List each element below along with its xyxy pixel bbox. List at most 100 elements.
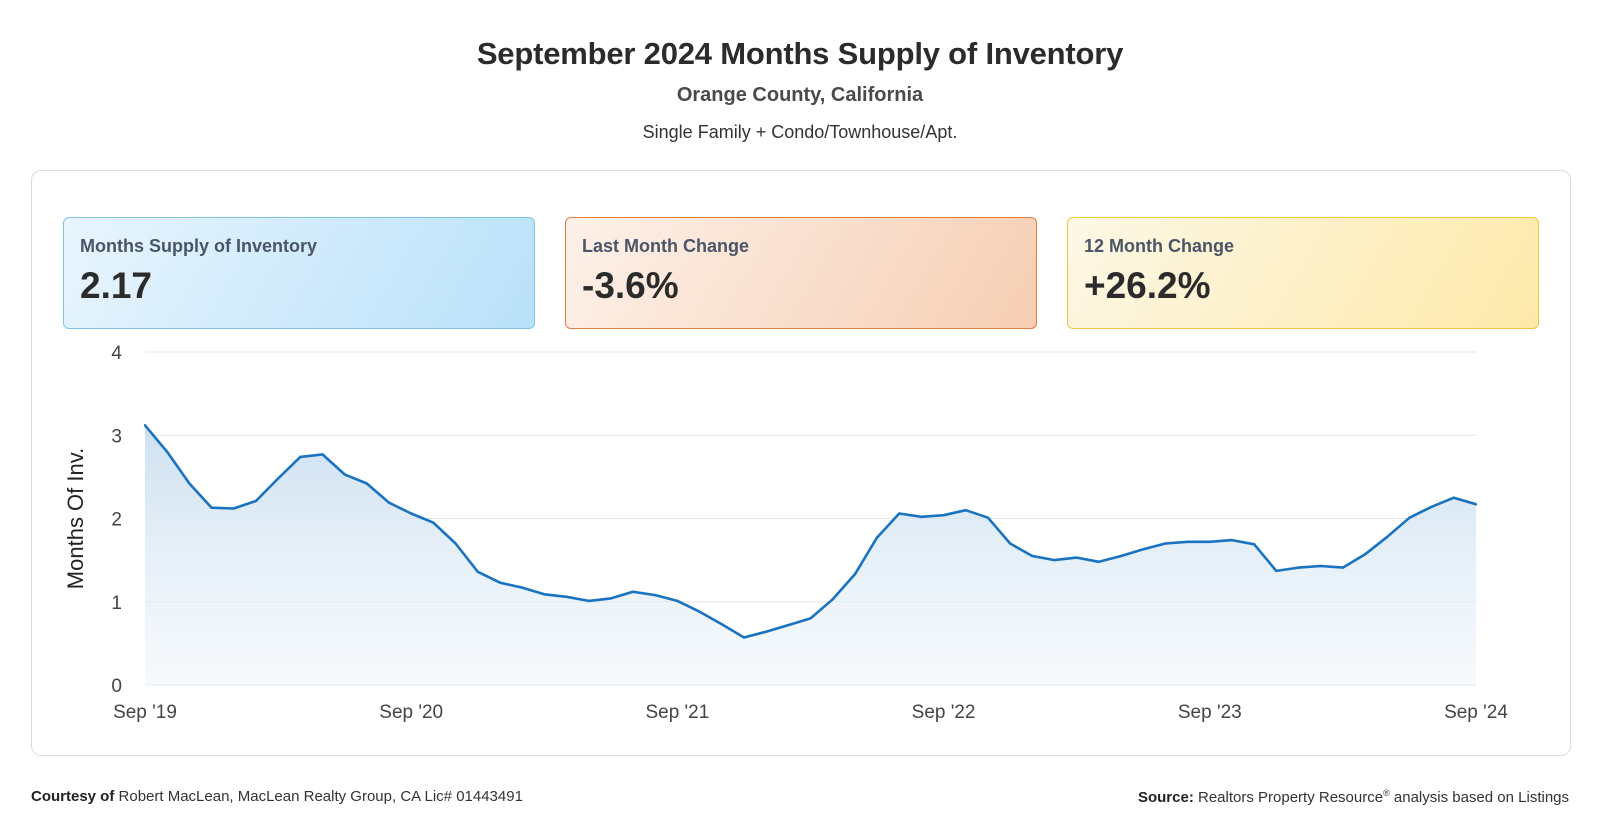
data-point <box>1142 548 1145 551</box>
data-point <box>387 501 391 504</box>
y-tick-label: 4 <box>111 343 122 364</box>
data-point <box>942 513 945 517</box>
y-axis-label: Months Of Inv. <box>63 448 88 589</box>
stat-card-last-month-change: Last Month Change -3.6% <box>565 217 1037 329</box>
data-point <box>1474 503 1478 506</box>
data-point <box>676 599 679 603</box>
area-fill <box>145 425 1476 685</box>
x-tick-label: Sep '20 <box>379 702 443 723</box>
chart-panel: Months Supply of Inventory 2.17 Last Mon… <box>31 170 1571 756</box>
data-point <box>609 597 613 600</box>
x-tick-label: Sep '24 <box>1444 702 1508 723</box>
source-text: Realtors Property Resource <box>1198 789 1384 806</box>
data-point <box>853 573 857 576</box>
source-suffix: analysis based on Listings <box>1393 789 1569 806</box>
y-tick-label: 1 <box>111 593 122 614</box>
data-point <box>188 482 191 485</box>
data-point <box>1363 553 1367 556</box>
data-point <box>1230 538 1234 542</box>
data-point <box>742 636 746 639</box>
data-point <box>1297 566 1300 569</box>
series-line <box>143 424 1478 639</box>
data-point <box>299 455 302 459</box>
line-chart: 0 1 2 3 4 Sep '19 Sep '20 Sep '21 Sep '22 Sep '2… <box>63 343 1508 723</box>
courtesy-text: Robert MacLean, MacLean Realty Group, CA… <box>118 788 523 805</box>
data-point <box>720 623 723 626</box>
data-point <box>543 593 546 596</box>
data-point <box>1252 543 1256 546</box>
data-point <box>920 515 923 519</box>
data-point <box>432 521 435 524</box>
data-point <box>875 536 879 539</box>
data-point <box>232 507 235 510</box>
page-title: September 2024 Months Supply of Inventor… <box>476 36 1124 71</box>
stat-card-12-month-change: 12 Month Change +26.2% <box>1067 217 1539 329</box>
data-point <box>1097 560 1101 563</box>
data-point <box>1430 505 1433 509</box>
data-point <box>254 499 258 503</box>
data-point <box>343 473 346 476</box>
y-tick-label: 3 <box>111 426 122 447</box>
stat-card-value: -3.6% <box>582 265 679 306</box>
data-point <box>276 477 280 480</box>
data-point <box>654 593 657 597</box>
area-shape <box>145 425 1476 685</box>
y-axis: 0 1 2 3 4 <box>111 343 122 697</box>
data-point <box>764 630 768 633</box>
source-label: Source: <box>1137 789 1194 806</box>
data-point <box>631 590 635 593</box>
x-tick-label: Sep '22 <box>912 702 976 723</box>
data-point <box>410 512 413 515</box>
data-point <box>165 450 169 454</box>
data-point <box>1186 540 1189 544</box>
x-tick-label: Sep '23 <box>1178 702 1242 723</box>
stat-card-label: Months Supply of Inventory <box>80 236 317 256</box>
data-point <box>1319 564 1322 568</box>
data-point <box>498 581 502 584</box>
data-point <box>964 508 967 512</box>
data-point <box>1008 542 1012 545</box>
data-point <box>809 617 812 620</box>
data-point <box>1408 516 1411 519</box>
x-tick-label: Sep '21 <box>645 702 709 723</box>
courtesy-label: Courtesy of <box>31 788 115 805</box>
data-point <box>587 599 590 603</box>
data-point <box>1075 556 1078 559</box>
data-point <box>986 516 990 519</box>
x-tick-label: Sep '19 <box>113 702 177 723</box>
data-point <box>365 482 369 485</box>
x-axis: Sep '19 Sep '20 Sep '21 Sep '22 Sep '23 Sep '… <box>113 702 1508 723</box>
data-point <box>1275 569 1278 573</box>
data-point <box>210 506 213 509</box>
data-point <box>321 453 324 456</box>
source-note: Source: Realtors Property Resource® anal… <box>1138 788 1569 806</box>
data-point <box>476 570 479 573</box>
data-point <box>1452 496 1456 499</box>
data-point <box>698 610 701 613</box>
data-point <box>1164 542 1167 545</box>
registered-mark: ® <box>1383 788 1390 798</box>
data-point <box>1119 554 1123 558</box>
data-point <box>831 598 834 601</box>
data-point <box>1031 554 1034 558</box>
data-point <box>898 512 901 515</box>
courtesy-note: Courtesy of Robert MacLean, MacLean Real… <box>31 788 523 805</box>
data-point <box>1386 535 1389 539</box>
data-point <box>565 595 568 598</box>
stat-card-value: 2.17 <box>80 265 153 306</box>
stat-card-months-supply: Months Supply of Inventory 2.17 <box>63 217 535 329</box>
page-subtitle: Orange County, California <box>676 84 924 106</box>
data-point <box>787 623 790 627</box>
y-tick-label: 0 <box>111 676 122 697</box>
data-point <box>143 424 147 427</box>
stat-card-value: +26.2% <box>1084 265 1211 306</box>
stat-card-label: 12 Month Change <box>1084 236 1235 256</box>
data-point <box>1341 566 1345 569</box>
data-point <box>1053 558 1056 562</box>
y-tick-label: 2 <box>111 510 122 531</box>
data-point <box>1208 540 1212 544</box>
stat-card-label: Last Month Change <box>582 236 749 256</box>
data-point <box>520 586 524 589</box>
data-point <box>454 542 457 545</box>
property-types: Single Family + Condo/Townhouse/Apt. <box>642 122 958 142</box>
